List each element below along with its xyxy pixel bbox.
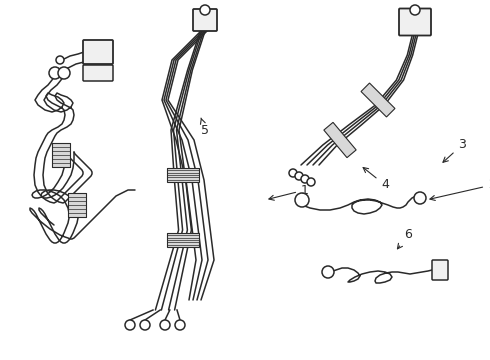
Bar bbox=[52, 143, 70, 167]
FancyBboxPatch shape bbox=[399, 9, 431, 36]
Text: 4: 4 bbox=[363, 167, 389, 192]
FancyBboxPatch shape bbox=[432, 260, 448, 280]
Text: 1: 1 bbox=[269, 184, 309, 200]
Text: 6: 6 bbox=[397, 229, 412, 249]
Circle shape bbox=[140, 320, 150, 330]
Circle shape bbox=[58, 67, 70, 79]
Polygon shape bbox=[361, 83, 395, 117]
Bar bbox=[167, 168, 199, 182]
Circle shape bbox=[56, 56, 64, 64]
Bar bbox=[68, 193, 86, 217]
Circle shape bbox=[125, 320, 135, 330]
Text: 3: 3 bbox=[443, 139, 466, 162]
Circle shape bbox=[175, 320, 185, 330]
Circle shape bbox=[322, 266, 334, 278]
Polygon shape bbox=[324, 122, 356, 158]
Circle shape bbox=[301, 175, 309, 183]
Circle shape bbox=[160, 320, 170, 330]
FancyBboxPatch shape bbox=[83, 65, 113, 81]
Circle shape bbox=[200, 5, 210, 15]
FancyBboxPatch shape bbox=[83, 40, 113, 64]
Circle shape bbox=[295, 193, 309, 207]
Bar bbox=[167, 233, 199, 247]
Circle shape bbox=[52, 68, 60, 76]
Circle shape bbox=[410, 5, 420, 15]
Text: 2: 2 bbox=[430, 179, 490, 201]
Circle shape bbox=[414, 192, 426, 204]
Circle shape bbox=[295, 172, 303, 180]
Circle shape bbox=[307, 178, 315, 186]
Circle shape bbox=[49, 67, 61, 79]
Text: 5: 5 bbox=[200, 118, 209, 136]
Circle shape bbox=[289, 169, 297, 177]
FancyBboxPatch shape bbox=[193, 9, 217, 31]
